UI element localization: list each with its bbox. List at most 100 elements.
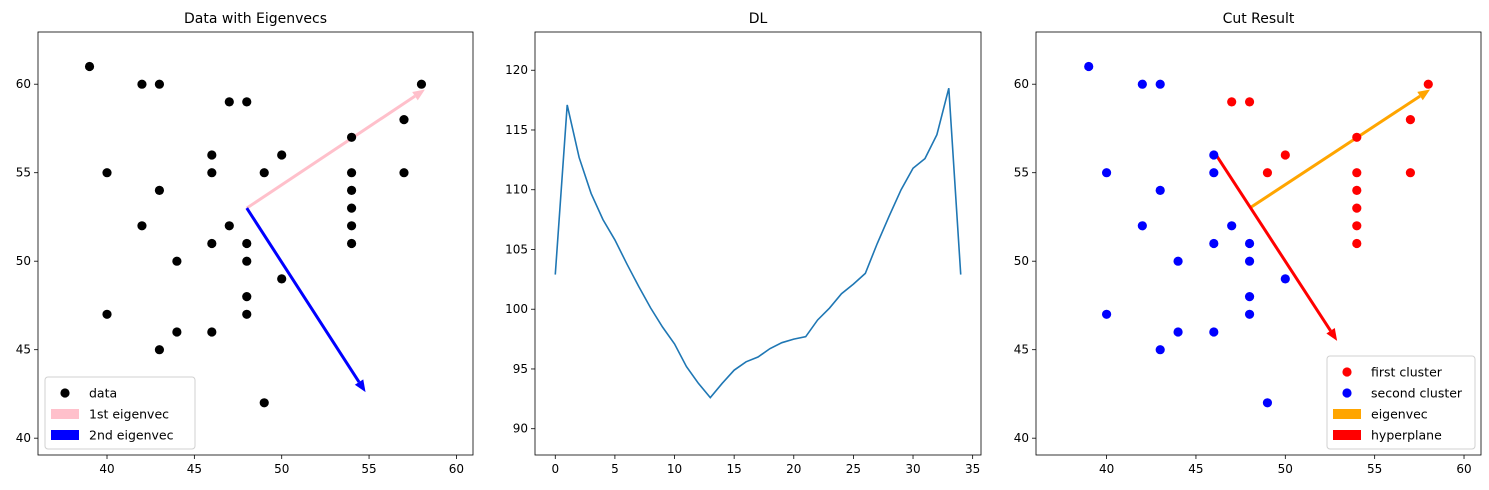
data-point: [137, 79, 147, 89]
x-tick-label: 45: [1188, 462, 1203, 476]
x-tick-label: 35: [965, 462, 980, 476]
data-point: [346, 221, 357, 231]
y-tick-label: 90: [513, 422, 528, 436]
y-tick-label: 45: [16, 343, 31, 357]
data-point: [1280, 150, 1290, 160]
x-tick-label: 40: [99, 462, 114, 476]
chart-title: DL: [749, 11, 768, 27]
x-tick-label: 60: [1456, 462, 1471, 476]
arrow-shaft: [245, 94, 416, 210]
y-tick-label: 55: [1014, 166, 1029, 180]
data-point: [1227, 221, 1237, 231]
y-tick-label: 40: [1014, 431, 1029, 445]
data-point: [1173, 327, 1183, 337]
data-point: [1227, 97, 1237, 107]
legend-marker: [1342, 388, 1352, 398]
arrow-head: [1326, 328, 1338, 341]
data-point: [346, 238, 357, 249]
data-point: [172, 327, 182, 337]
plot-area: [1084, 61, 1433, 408]
data-point: [172, 256, 182, 266]
plot-area: [554, 87, 962, 399]
data-point: [1352, 221, 1362, 231]
y-tick-label: 115: [505, 123, 528, 137]
data-point: [1405, 115, 1416, 125]
data-point: [277, 274, 287, 284]
chart-title: Data with Eigenvecs: [184, 11, 327, 27]
data-point: [1101, 309, 1112, 319]
data-point: [346, 203, 357, 213]
data-point: [1155, 185, 1165, 196]
data-point: [1262, 398, 1273, 408]
data-point: [1244, 238, 1255, 249]
data-point: [242, 97, 252, 107]
legend-label: 1st eigenvec: [89, 407, 169, 422]
data-point: [1173, 256, 1183, 266]
legend: data 1st eigenvec 2nd eigenvec: [44, 376, 196, 450]
arrow-head: [412, 89, 425, 101]
chart-panel-2: DL 0 5 10 15 20 25 30 35 90 95 100 105 110 115 120: [505, 11, 982, 476]
x-tick-label: 45: [187, 462, 202, 476]
data-point: [1244, 256, 1255, 266]
data-point: [1155, 345, 1165, 355]
data-point: [399, 115, 409, 125]
data-point: [1244, 97, 1255, 107]
data-point: [242, 238, 252, 249]
x-tick-label: 10: [667, 462, 682, 476]
x-tick-label: 5: [611, 462, 619, 476]
y-tick-label: 60: [16, 77, 31, 91]
data-point: [1244, 291, 1255, 302]
legend-frame: [1326, 355, 1476, 450]
data-point: [346, 185, 357, 196]
y-tick-label: 40: [16, 431, 31, 445]
legend: first cluster second cluster eigenvec hyper…: [1326, 355, 1476, 450]
y-tick-label: 60: [1014, 77, 1029, 91]
data-point: [1352, 203, 1362, 213]
data-point: [1101, 168, 1112, 178]
chart-panel-3: Cut Result 40 45 50 55 60 40 45 50 55 60 first clus…: [1014, 11, 1482, 476]
data-point: [1209, 150, 1219, 160]
arrow-shaft: [1248, 94, 1421, 210]
data-point: [1262, 168, 1273, 178]
chart-title: Cut Result: [1223, 11, 1295, 27]
data-point: [1352, 168, 1362, 178]
arrow-shaft: [1212, 150, 1332, 332]
data-point: [346, 168, 357, 178]
legend-frame: [44, 376, 196, 450]
data-point: [207, 327, 217, 337]
x-tick-label: 55: [361, 462, 376, 476]
legend-marker: [60, 388, 70, 398]
data-point: [1280, 274, 1290, 284]
data-point: [207, 168, 217, 178]
data-point: [1423, 79, 1433, 89]
x-tick-label: 20: [786, 462, 801, 476]
data-point: [277, 150, 287, 160]
legend-label: first cluster: [1371, 365, 1443, 380]
data-point: [242, 309, 252, 319]
legend-label: 2nd eigenvec: [89, 428, 174, 443]
x-tick-label: 50: [1278, 462, 1293, 476]
data-point: [1137, 79, 1147, 89]
x-tick-label: 40: [1099, 462, 1114, 476]
data-point: [1137, 221, 1147, 231]
y-tick-label: 100: [505, 302, 528, 316]
data-point: [1405, 168, 1416, 178]
data-point: [346, 132, 357, 142]
y-tick-label: 120: [505, 63, 528, 77]
data-point: [154, 345, 165, 355]
data-point: [1244, 309, 1255, 319]
data-point: [1155, 79, 1165, 89]
data-point: [224, 97, 234, 107]
y-tick-label: 50: [16, 254, 31, 268]
x-tick-label: 15: [727, 462, 742, 476]
data-point: [154, 185, 165, 196]
data-point: [1209, 238, 1219, 249]
x-tick-label: 30: [905, 462, 920, 476]
data-point: [207, 150, 217, 160]
legend-label: hyperplane: [1371, 428, 1442, 443]
x-tick-label: 55: [1367, 462, 1382, 476]
data-point: [1352, 185, 1362, 196]
y-tick-label: 55: [16, 166, 31, 180]
data-point: [84, 61, 95, 72]
